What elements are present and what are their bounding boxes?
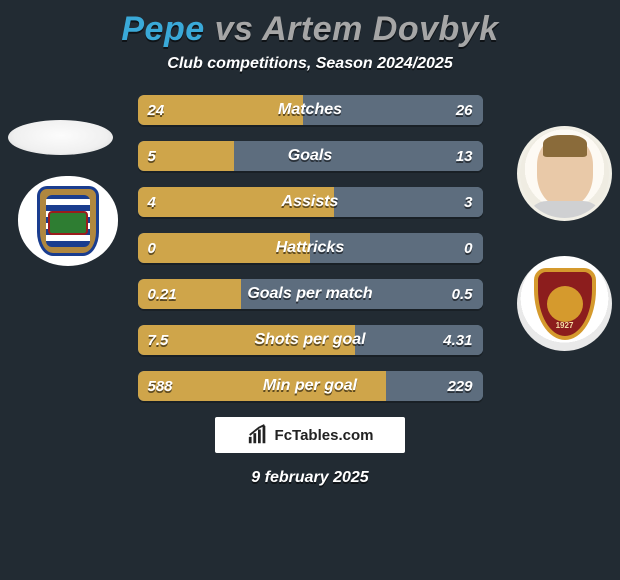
- value-left: 5: [138, 148, 166, 165]
- page-title: Pepe vs Artem Dovbyk: [0, 10, 620, 49]
- stat-row: 0Hattricks0: [138, 233, 483, 263]
- subtitle: Club competitions, Season 2024/2025: [0, 55, 620, 73]
- stat-row: 4Assists3: [138, 187, 483, 217]
- bar-left: [138, 187, 335, 217]
- date-text: 9 february 2025: [0, 469, 620, 487]
- player2-name: Artem Dovbyk: [262, 10, 499, 48]
- player1-avatar: [8, 120, 113, 155]
- value-right: 229: [437, 378, 482, 395]
- stat-row: 7.5Shots per goal4.31: [138, 325, 483, 355]
- value-left: 0: [138, 240, 166, 257]
- player2-avatar: [517, 126, 612, 221]
- stat-row: 0.21Goals per match0.5: [138, 279, 483, 309]
- roma-year: 1927: [556, 321, 574, 330]
- value-left: 4: [138, 194, 166, 211]
- player2-club-crest: 1927: [517, 256, 612, 351]
- value-left: 24: [138, 102, 175, 119]
- porto-shield-icon: [37, 186, 99, 256]
- vs-text: vs: [205, 10, 262, 48]
- player1-club-crest: [18, 176, 118, 266]
- value-left: 7.5: [138, 332, 179, 349]
- brand-text: FcTables.com: [275, 427, 374, 444]
- value-right: 4.31: [433, 332, 482, 349]
- stat-row: 588Min per goal229: [138, 371, 483, 401]
- brand-badge: FcTables.com: [215, 417, 405, 453]
- stats-rows: 24Matches265Goals134Assists30Hattricks00…: [138, 95, 483, 401]
- face-icon: [537, 137, 593, 207]
- value-right: 3: [454, 194, 482, 211]
- player1-name: Pepe: [121, 10, 204, 48]
- value-left: 0.21: [138, 286, 187, 303]
- value-right: 13: [446, 148, 483, 165]
- roma-shield-icon: 1927: [534, 268, 596, 340]
- value-right: 0: [454, 240, 482, 257]
- stat-row: 5Goals13: [138, 141, 483, 171]
- comparison-card: Pepe vs Artem Dovbyk Club competitions, …: [0, 0, 620, 580]
- value-right: 0.5: [442, 286, 483, 303]
- chart-icon: [247, 424, 269, 446]
- value-left: 588: [138, 378, 183, 395]
- value-right: 26: [446, 102, 483, 119]
- stat-row: 24Matches26: [138, 95, 483, 125]
